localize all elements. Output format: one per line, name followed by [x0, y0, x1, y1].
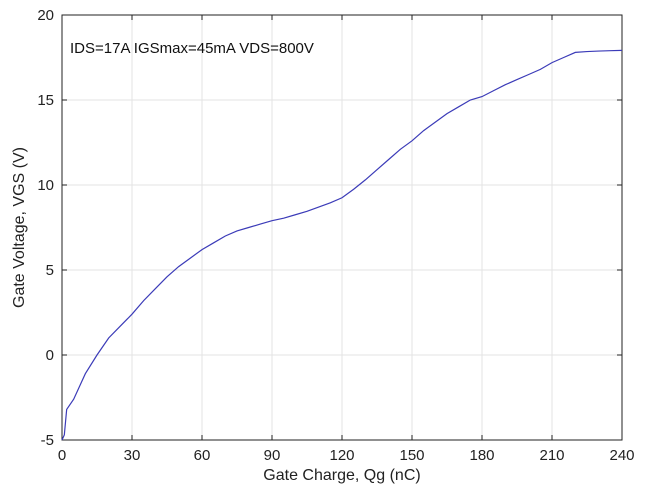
x-tick-label: 90	[264, 447, 281, 464]
y-tick-label: -5	[41, 432, 54, 449]
x-axis-label: Gate Charge, Qg (nC)	[263, 467, 420, 484]
y-tick-label: 20	[37, 7, 54, 24]
x-tick-label: 60	[194, 447, 211, 464]
y-tick-label: 15	[37, 92, 54, 109]
x-tick-label: 180	[469, 447, 494, 464]
x-tick-label: 210	[539, 447, 564, 464]
annotation-text: IDS=17A IGSmax=45mA VDS=800V	[70, 40, 314, 57]
y-axis-label: Gate Voltage, VGS (V)	[11, 147, 28, 308]
x-tick-label: 0	[58, 447, 66, 464]
x-tick-label: 240	[609, 447, 634, 464]
series-line-vgs	[61, 49, 623, 441]
x-tick-label: 30	[124, 447, 141, 464]
grid	[62, 15, 622, 440]
y-tick-label: 0	[46, 347, 54, 364]
y-tick-label: 5	[46, 262, 54, 279]
x-tick-label: 150	[399, 447, 424, 464]
x-tick-label: 120	[329, 447, 354, 464]
y-tick-label: 10	[37, 177, 54, 194]
